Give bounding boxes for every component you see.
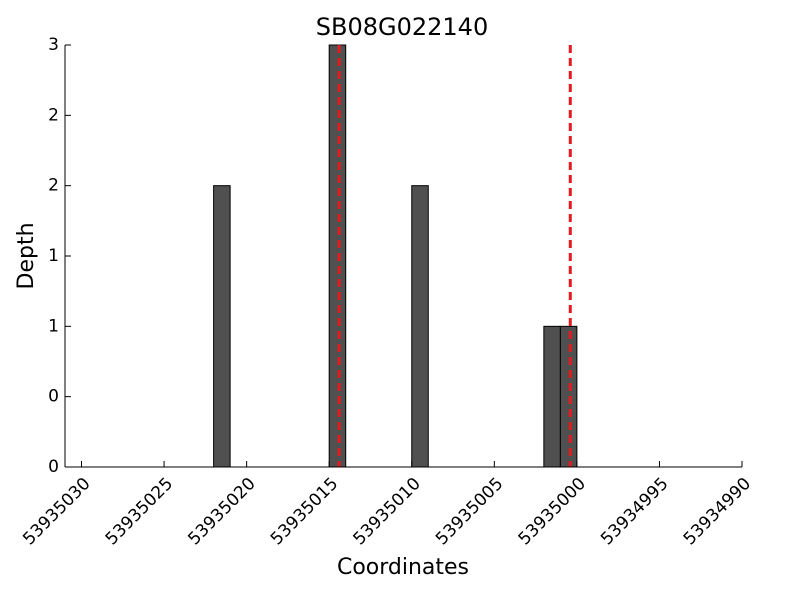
y-axis-title: Depth — [14, 222, 39, 289]
y-tick-label: 1 — [48, 316, 59, 336]
x-tick-label: 53934995 — [597, 474, 672, 549]
x-tick-label: 53935025 — [102, 474, 177, 549]
bar — [328, 44, 347, 468]
y-tick-label: 0 — [48, 457, 59, 477]
chart-title: SB08G022140 — [316, 13, 488, 41]
bar — [543, 325, 561, 468]
bar — [213, 185, 231, 468]
y-tick-label: 2 — [48, 176, 59, 196]
bar — [559, 325, 578, 468]
y-tick-label: 1 — [48, 246, 59, 266]
x-tick-label: 53934990 — [680, 474, 755, 549]
x-tick-label: 53935000 — [515, 474, 590, 549]
x-tick-label: 53935030 — [19, 474, 94, 549]
x-axis-title: Coordinates — [337, 555, 469, 580]
y-tick-label: 2 — [48, 105, 59, 125]
x-tick-label: 53935015 — [267, 474, 342, 549]
x-tick-label: 53935005 — [432, 474, 507, 549]
y-tick-label: 3 — [48, 35, 59, 55]
y-tick-label: 0 — [48, 387, 59, 407]
x-tick-label: 53935020 — [184, 474, 259, 549]
x-tick-label: 53935010 — [349, 474, 424, 549]
bar — [411, 185, 429, 468]
